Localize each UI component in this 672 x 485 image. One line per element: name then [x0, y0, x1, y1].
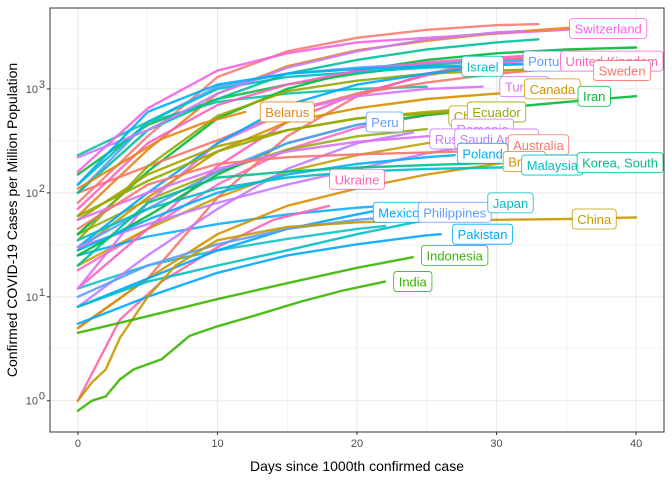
- country-label-text: Sweden: [599, 64, 646, 79]
- country-label-box: [569, 18, 648, 40]
- series-line-switzerland: [76, 26, 610, 173]
- country-label-text: Mexico: [378, 205, 419, 220]
- country-label-box: [393, 271, 433, 292]
- country-label-box: [571, 208, 617, 230]
- country-label-box: [576, 152, 664, 174]
- series-line-poland: [76, 154, 456, 252]
- country-label-box: [461, 55, 504, 77]
- country-label-text: Malaysia: [527, 158, 579, 173]
- country-label: Korea, South: [576, 152, 664, 174]
- x-tick-label: 30: [490, 438, 502, 450]
- country-label-text: Iran: [583, 89, 605, 104]
- series-line: [76, 224, 387, 290]
- country-label-box: [329, 168, 385, 190]
- country-label-box: [421, 245, 489, 266]
- y-tick-exponent: 1: [39, 287, 45, 299]
- country-label-text: Peru: [371, 115, 398, 130]
- country-label: Israel: [461, 55, 504, 77]
- country-label-text: Poland: [462, 146, 502, 161]
- country-label-text: China: [577, 212, 612, 227]
- series-line-brazil: [76, 160, 512, 330]
- country-label: Peru: [365, 111, 405, 133]
- country-label-text: Belarus: [265, 105, 310, 120]
- series-labels: SwitzerlandPortugalIsraelUSUnited Kingdo…: [259, 18, 664, 292]
- country-label: Iran: [577, 85, 611, 107]
- country-label-text: Korea, South: [582, 156, 658, 171]
- series-line-malaysia: [76, 165, 526, 242]
- y-tick-label: 10: [26, 84, 38, 96]
- country-label: Poland: [456, 142, 509, 164]
- y-tick-exponent: 3: [39, 79, 45, 91]
- country-label: Malaysia: [521, 154, 584, 176]
- country-label-box: [452, 223, 513, 245]
- country-label-text: Ukraine: [335, 172, 380, 187]
- x-tick-label: 0: [75, 438, 81, 450]
- country-label-text: Japan: [493, 196, 528, 211]
- country-label-text: Australia: [513, 138, 564, 153]
- country-label: Indonesia: [421, 245, 489, 266]
- country-label-box: [593, 60, 652, 81]
- country-label: Mexico: [372, 201, 425, 223]
- series-line-india: [76, 280, 387, 412]
- country-label: Japan: [487, 192, 534, 214]
- series-line: [76, 22, 540, 205]
- y-tick-label: 10: [26, 292, 38, 304]
- country-label: China: [571, 208, 617, 230]
- series-line-ecuador: [76, 109, 484, 218]
- country-label-box: [577, 85, 611, 107]
- country-label-text: Switzerland: [575, 22, 642, 37]
- country-label-text: Indonesia: [426, 248, 483, 263]
- series-line: [76, 85, 428, 157]
- country-label-text: Canada: [530, 82, 576, 97]
- country-label-text: Israel: [467, 59, 499, 74]
- country-label: Sweden: [593, 60, 652, 81]
- country-label-text: Pakistan: [458, 227, 508, 242]
- y-tick-exponent: 2: [39, 183, 45, 195]
- country-label: Belarus: [259, 101, 315, 123]
- country-label: Canada: [524, 78, 581, 100]
- series-line-mexico: [76, 207, 387, 308]
- y-tick-exponent: 0: [39, 391, 45, 403]
- series-line-indonesia: [76, 256, 414, 334]
- series-line-ireland: [76, 29, 526, 159]
- x-tick-label: 20: [351, 438, 363, 450]
- y-tick-label: 10: [26, 188, 38, 200]
- series-line-belarus: [76, 110, 247, 190]
- x-tick-label: 10: [211, 438, 223, 450]
- country-label-box: [259, 101, 315, 123]
- y-axis-title: Confirmed COVID-19 Cases per Million Pop…: [4, 63, 20, 377]
- y-tick-label: 10: [26, 396, 38, 408]
- series-line-ukraine: [76, 204, 331, 402]
- x-axis-title: Days since 1000th confirmed case: [250, 458, 464, 474]
- country-label-text: Ecuador: [472, 105, 521, 120]
- country-label: India: [393, 271, 433, 292]
- series-line-china: [76, 216, 638, 402]
- country-label-box: [487, 192, 534, 214]
- country-label: Switzerland: [569, 18, 648, 40]
- series-line-romania: [76, 132, 470, 221]
- country-label: Ecuador: [466, 101, 527, 123]
- country-label: Pakistan: [452, 223, 513, 245]
- x-tick-label: 40: [630, 438, 642, 450]
- country-label: Ukraine: [329, 168, 385, 190]
- country-label-text: India: [399, 275, 428, 290]
- series-line-israel: [76, 65, 484, 186]
- country-label-box: [365, 111, 405, 133]
- country-label: Philippines: [417, 201, 492, 223]
- country-label-text: Philippines: [423, 205, 486, 220]
